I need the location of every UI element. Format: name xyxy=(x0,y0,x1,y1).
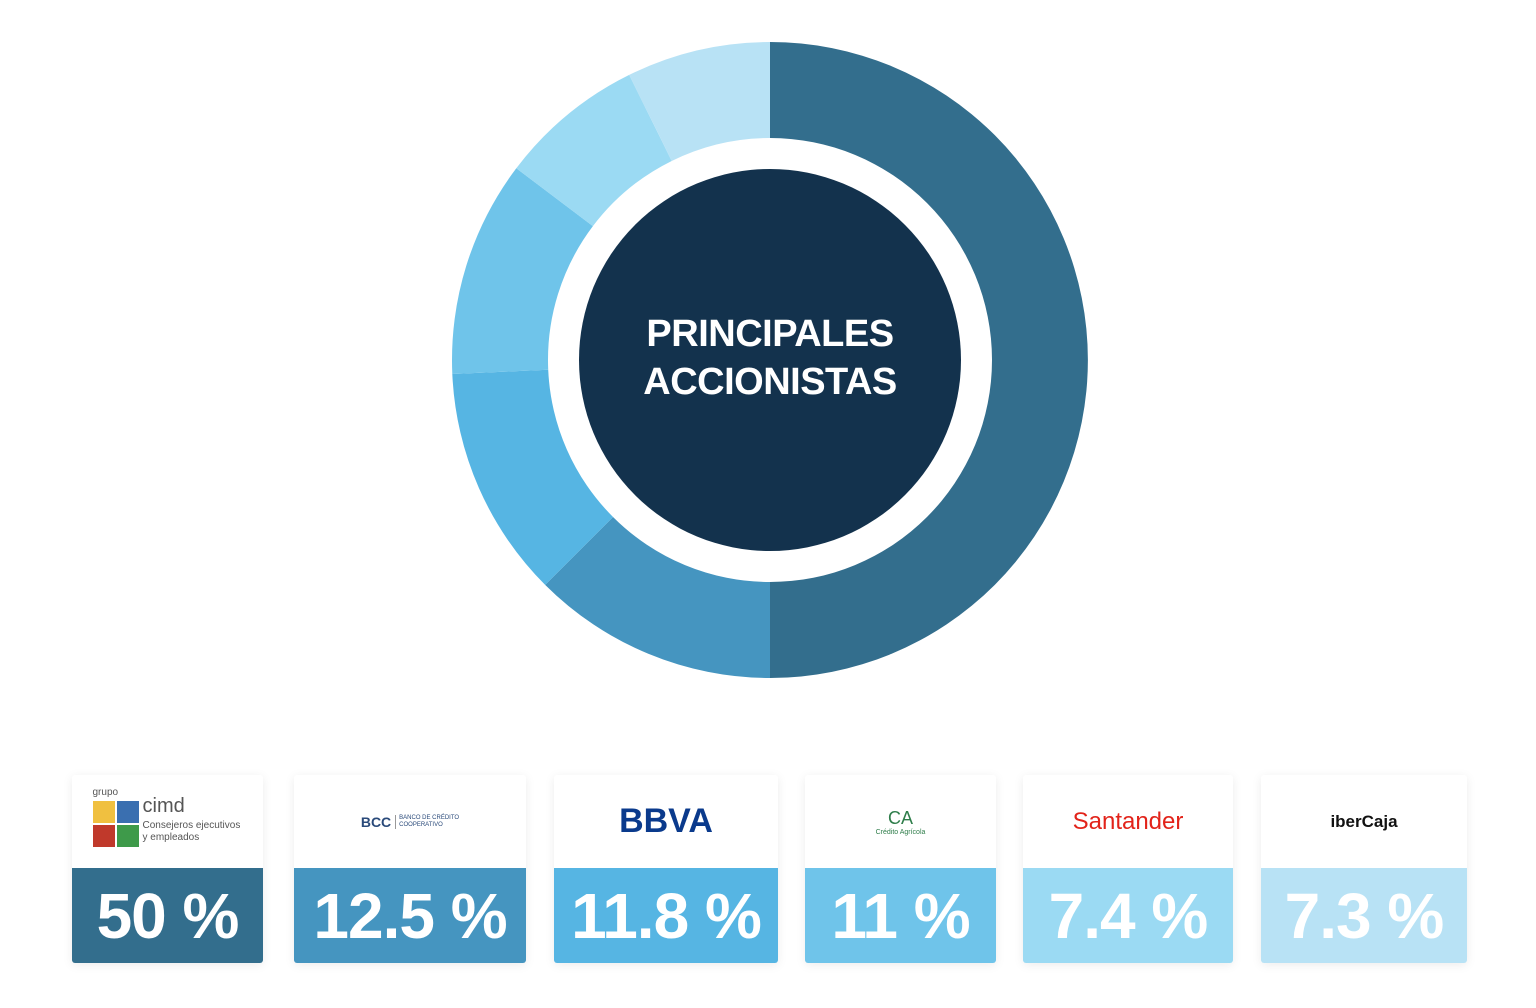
logo-square xyxy=(92,824,115,847)
logo: BCC BANCO DE CRÉDITO COOPERATIVO xyxy=(294,775,526,868)
logo-note: BANCO DE CRÉDITO COOPERATIVO xyxy=(395,814,459,829)
center-circle xyxy=(579,169,961,551)
value-label: 7.3 % xyxy=(1261,868,1467,963)
logo-name: CA xyxy=(887,807,913,828)
shareholder-card: iberCaja 7.3 % xyxy=(1261,775,1467,963)
logo: BBVA xyxy=(554,775,778,868)
logo-square xyxy=(92,800,115,823)
logo-note: Consejeros ejecutivos y empleados xyxy=(142,819,241,843)
value-label: 11.8 % xyxy=(554,868,778,963)
donut-segment xyxy=(770,42,1088,678)
donut-segment xyxy=(516,74,672,227)
logo-name: BCC xyxy=(360,813,392,830)
shareholder-card: grupo cimd Consejeros ejecutivos y emplead… xyxy=(72,775,263,963)
value-label: 7.4 % xyxy=(1023,868,1233,963)
shareholder-card: CA Crédito Agrícola 11 % xyxy=(805,775,996,963)
shareholder-card: BCC BANCO DE CRÉDITO COOPERATIVO 12.5 % xyxy=(294,775,526,963)
logo-mark xyxy=(92,800,139,847)
logo-square xyxy=(116,824,139,847)
logo: grupo cimd Consejeros ejecutivos y emplead… xyxy=(72,775,263,868)
logo-square xyxy=(116,800,139,823)
logo-name: BBVA xyxy=(619,802,713,840)
logo: Santander xyxy=(1023,775,1233,868)
chart-title: PRINCIPALES ACCIONISTAS xyxy=(643,313,897,403)
logo-note: Crédito Agrícola xyxy=(875,828,926,836)
logo: iberCaja xyxy=(1261,775,1467,868)
shareholder-card: BBVA 11.8 % xyxy=(554,775,778,963)
donut-segment xyxy=(452,168,593,374)
donut-segment xyxy=(629,42,770,161)
value-label: 11 % xyxy=(805,868,996,963)
donut-segment xyxy=(545,516,770,678)
logo-cimd: grupo cimd Consejeros ejecutivos y emplead… xyxy=(92,786,243,857)
value-label: 12.5 % xyxy=(294,868,526,963)
logo-name: iberCaja xyxy=(1330,811,1398,831)
logo-prefix: grupo xyxy=(92,786,119,798)
logo-name: Santander xyxy=(1072,807,1184,835)
donut-chart xyxy=(452,42,1088,678)
value-label: 50 % xyxy=(72,868,263,963)
logo-name: cimd xyxy=(142,794,185,817)
logo: CA Crédito Agrícola xyxy=(805,775,996,868)
shareholder-card: Santander 7.4 % xyxy=(1023,775,1233,963)
donut-segment xyxy=(452,369,614,585)
